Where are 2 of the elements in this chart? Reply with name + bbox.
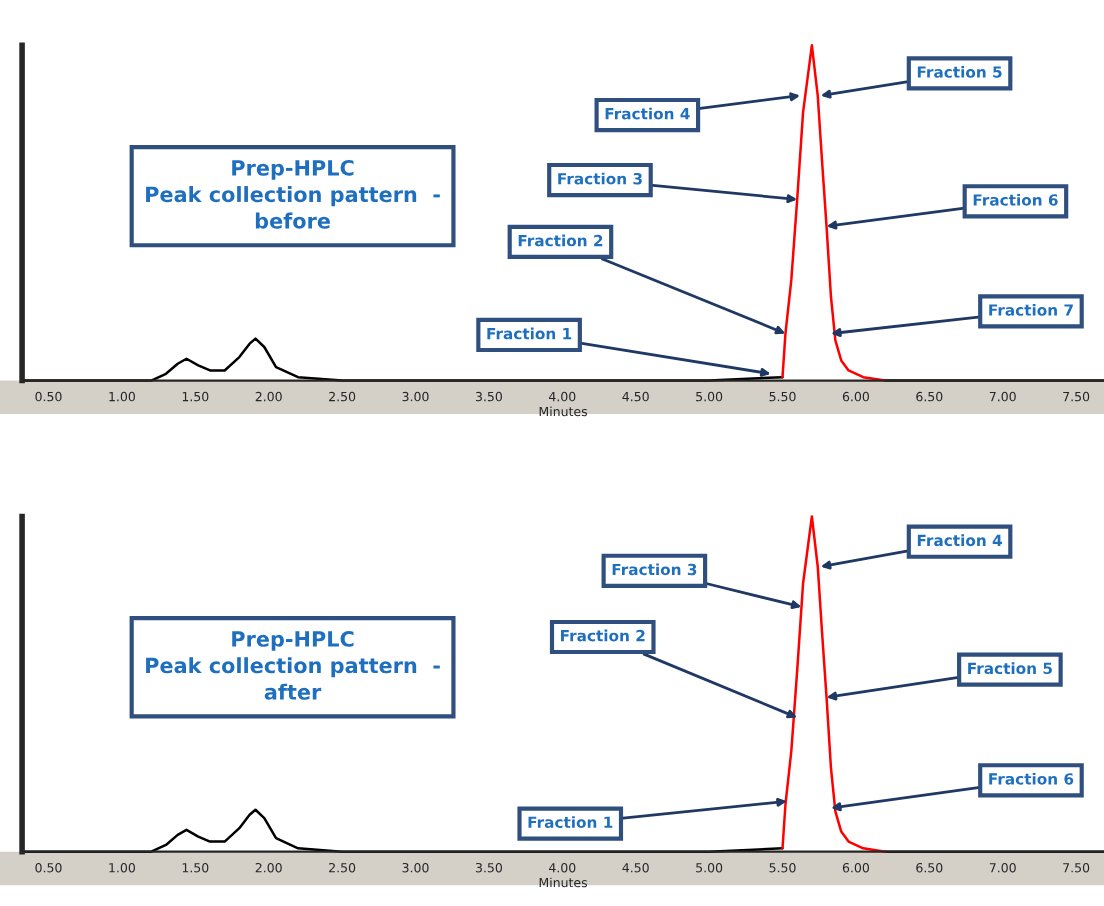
annotation: Prep-HPLC Peak collection pattern - before — [146, 159, 440, 229]
annotation: Prep-HPLC Peak collection pattern - after — [146, 631, 440, 700]
